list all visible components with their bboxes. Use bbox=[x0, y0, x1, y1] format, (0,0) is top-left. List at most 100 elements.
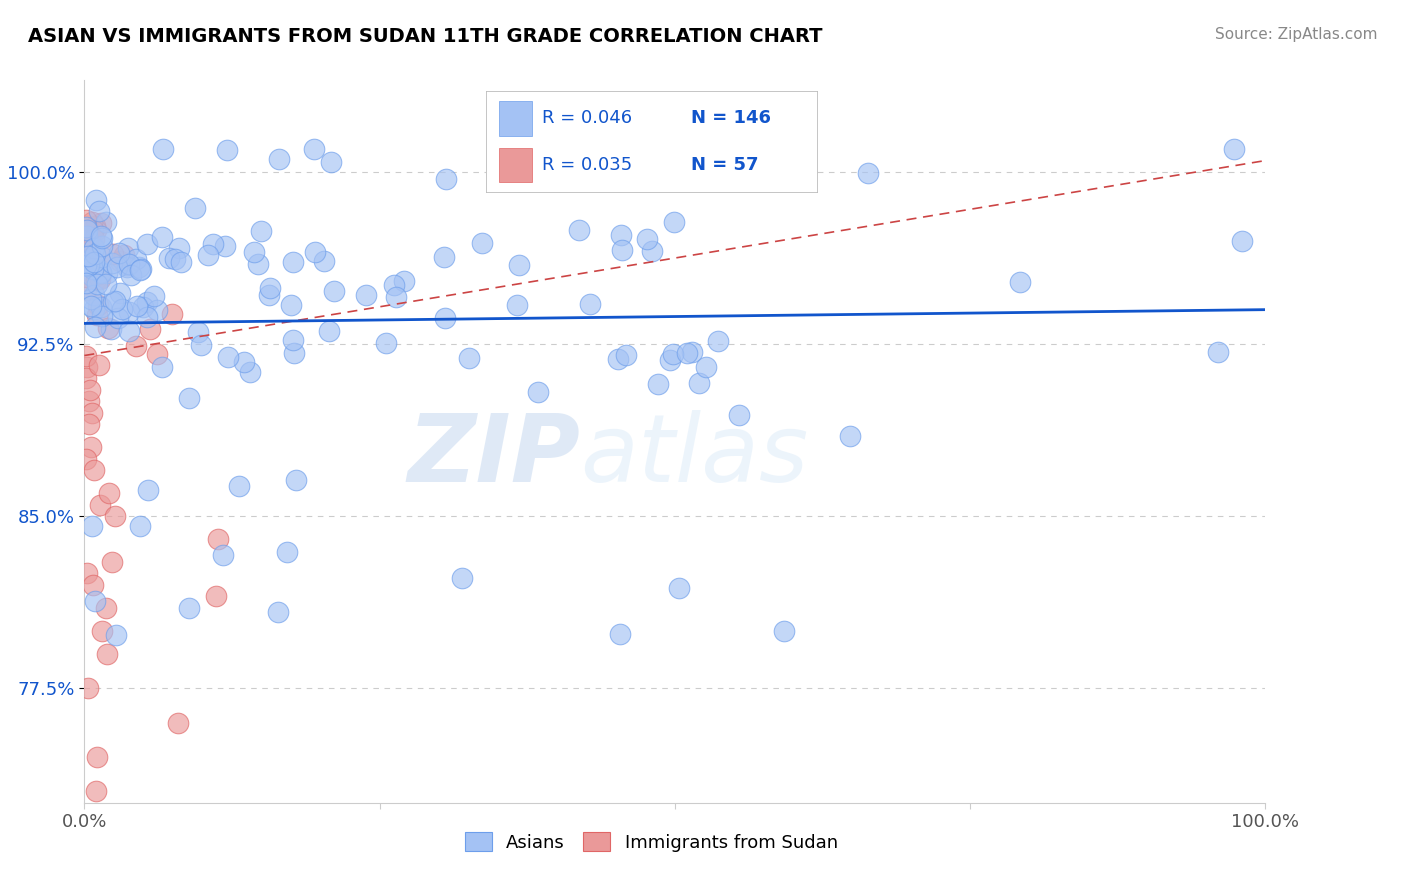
Point bbox=[204, 590, 226, 604]
Point bbox=[76, 252, 98, 267]
Point bbox=[83, 463, 105, 477]
Point bbox=[76, 260, 98, 274]
Point bbox=[647, 376, 669, 391]
Point bbox=[75, 212, 97, 227]
Point bbox=[197, 248, 219, 262]
Point bbox=[76, 681, 98, 695]
Point bbox=[80, 215, 103, 229]
Point bbox=[152, 142, 174, 156]
Point bbox=[214, 239, 236, 253]
Point bbox=[83, 287, 105, 301]
Point bbox=[111, 301, 134, 316]
Point bbox=[318, 324, 340, 338]
Point bbox=[184, 201, 207, 215]
Point bbox=[91, 624, 114, 638]
Point bbox=[75, 258, 97, 272]
Point bbox=[169, 241, 191, 255]
Point bbox=[267, 606, 290, 620]
Point bbox=[105, 260, 128, 275]
Point bbox=[90, 229, 112, 244]
Point bbox=[77, 224, 100, 238]
Point bbox=[433, 251, 456, 265]
Point bbox=[609, 227, 631, 242]
Point bbox=[152, 359, 174, 374]
Point bbox=[276, 545, 298, 559]
Point bbox=[471, 236, 494, 251]
Point bbox=[434, 310, 457, 325]
Point bbox=[96, 266, 118, 280]
Point bbox=[177, 392, 200, 406]
Point bbox=[267, 152, 290, 166]
Point bbox=[117, 258, 139, 272]
Point bbox=[146, 302, 169, 317]
Point bbox=[179, 600, 201, 615]
Point bbox=[239, 365, 262, 379]
Point bbox=[612, 243, 634, 257]
Point bbox=[76, 228, 98, 243]
Point bbox=[100, 555, 122, 569]
Point bbox=[80, 252, 103, 266]
Point bbox=[190, 338, 212, 352]
Point bbox=[77, 417, 100, 432]
Point bbox=[283, 345, 305, 359]
Point bbox=[83, 594, 105, 608]
Point bbox=[100, 256, 122, 270]
Point bbox=[636, 231, 658, 245]
Point bbox=[75, 283, 97, 297]
Point bbox=[232, 355, 254, 369]
Point bbox=[83, 241, 105, 255]
Point bbox=[211, 548, 233, 562]
Point bbox=[76, 566, 98, 581]
Point bbox=[90, 300, 112, 314]
Point bbox=[77, 249, 100, 263]
Point bbox=[100, 321, 122, 335]
Point bbox=[323, 284, 346, 298]
Point bbox=[129, 518, 152, 533]
Point bbox=[110, 254, 132, 268]
Point bbox=[117, 241, 139, 255]
Point bbox=[94, 215, 117, 229]
Point bbox=[129, 263, 152, 277]
Point bbox=[90, 216, 112, 230]
Point bbox=[86, 277, 108, 291]
Point bbox=[76, 270, 98, 285]
Point bbox=[82, 260, 104, 274]
Point bbox=[242, 245, 264, 260]
Point bbox=[103, 246, 125, 260]
Point bbox=[259, 288, 281, 302]
Point bbox=[382, 278, 405, 293]
Point bbox=[728, 409, 751, 423]
Point bbox=[76, 359, 98, 374]
Point bbox=[83, 232, 105, 246]
Point bbox=[77, 394, 100, 409]
Text: ASIAN VS IMMIGRANTS FROM SUDAN 11TH GRADE CORRELATION CHART: ASIAN VS IMMIGRANTS FROM SUDAN 11TH GRAD… bbox=[28, 27, 823, 45]
Point bbox=[118, 256, 141, 270]
Point bbox=[90, 250, 112, 264]
Point bbox=[135, 236, 157, 251]
Point bbox=[163, 252, 186, 267]
Point bbox=[150, 229, 173, 244]
Point bbox=[79, 292, 101, 306]
Point bbox=[392, 274, 415, 288]
Point bbox=[167, 715, 190, 730]
Point bbox=[83, 255, 105, 269]
Point bbox=[1206, 345, 1229, 359]
Point bbox=[280, 298, 302, 312]
Point bbox=[135, 295, 157, 310]
Point bbox=[458, 351, 481, 366]
Point bbox=[681, 345, 703, 359]
Point bbox=[77, 258, 100, 272]
Point bbox=[146, 347, 169, 361]
Point bbox=[659, 352, 682, 367]
Point bbox=[82, 578, 104, 592]
Point bbox=[76, 249, 98, 263]
Point bbox=[97, 321, 120, 335]
Point bbox=[80, 440, 103, 454]
Point bbox=[136, 483, 159, 497]
Point bbox=[87, 272, 110, 286]
Point bbox=[115, 260, 138, 275]
Point bbox=[676, 346, 699, 360]
Point bbox=[434, 172, 457, 186]
Point bbox=[202, 237, 225, 252]
Point bbox=[89, 272, 111, 286]
